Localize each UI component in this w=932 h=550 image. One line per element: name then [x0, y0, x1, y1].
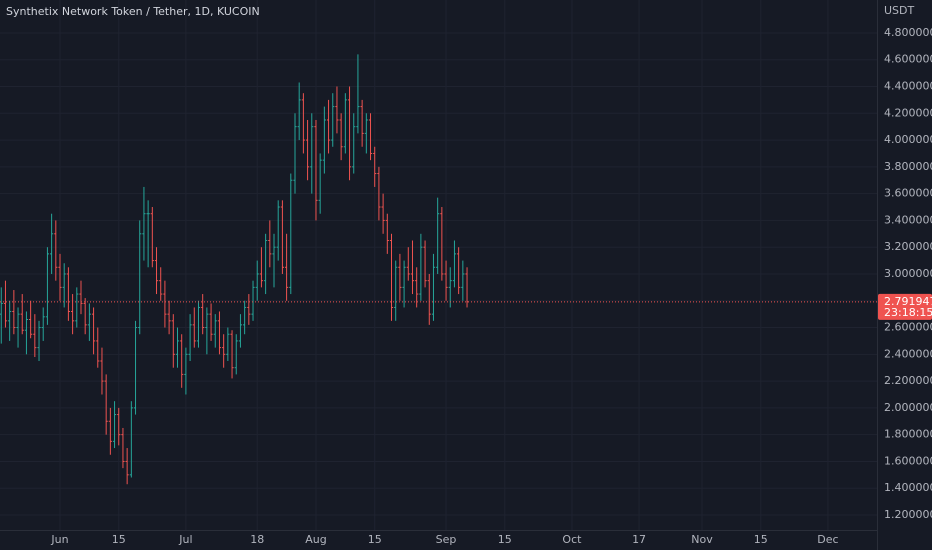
- y-tick-label: 2.000000: [884, 401, 932, 414]
- price-label: 2.791947: [884, 295, 932, 308]
- y-tick-label: 2.600000: [884, 321, 932, 334]
- chart-title: Synthetix Network Token / Tether, 1D, KU…: [6, 5, 260, 18]
- x-tick-label: Jul: [178, 533, 192, 546]
- y-tick-label: 3.000000: [884, 267, 932, 280]
- x-tick-label: Nov: [691, 533, 713, 546]
- y-tick-label: 3.400000: [884, 213, 932, 226]
- x-tick-label: 15: [112, 533, 126, 546]
- y-tick-label: 4.000000: [884, 133, 932, 146]
- y-tick-label: 1.800000: [884, 428, 932, 441]
- y-tick-label: 1.600000: [884, 454, 932, 467]
- x-tick-label: Sep: [436, 533, 457, 546]
- y-axis-label: USDT: [884, 4, 915, 17]
- x-tick-label: Aug: [305, 533, 326, 546]
- y-tick-label: 3.600000: [884, 187, 932, 200]
- bars: [0, 54, 877, 485]
- x-tick-label: Oct: [562, 533, 582, 546]
- x-tick-label: Dec: [817, 533, 838, 546]
- y-tick-label: 4.600000: [884, 53, 932, 66]
- countdown-label: 23:18:15: [884, 306, 932, 319]
- price-label-box: [878, 293, 932, 320]
- y-tick-label: 4.800000: [884, 26, 932, 39]
- grid: [0, 0, 877, 530]
- x-tick-label: 15: [754, 533, 768, 546]
- y-tick-label: 3.200000: [884, 240, 932, 253]
- y-tick-label: 1.400000: [884, 481, 932, 494]
- y-tick-label: 3.800000: [884, 160, 932, 173]
- axes: 1.200000 1.400000 1.600000 1.800000 2.000000…: [50, 26, 932, 546]
- x-tick-label: 15: [368, 533, 382, 546]
- x-tick-label: Jun: [50, 533, 68, 546]
- y-tick-label: 1.200000: [884, 508, 932, 521]
- y-tick-label: 4.200000: [884, 106, 932, 119]
- x-tick-label: 18: [250, 533, 264, 546]
- x-tick-label: 15: [498, 533, 512, 546]
- y-tick-label: 4.400000: [884, 80, 932, 93]
- y-tick-label: 2.200000: [884, 374, 932, 387]
- y-tick-label: 2.400000: [884, 347, 932, 360]
- x-tick-label: 17: [632, 533, 646, 546]
